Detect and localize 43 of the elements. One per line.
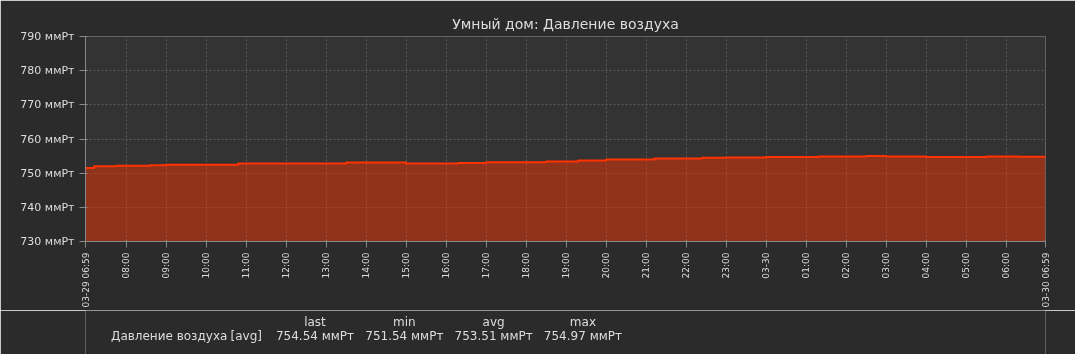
chart-title: Умный дом: Давление воздуха	[452, 15, 679, 32]
x-tick-label: 19:00	[561, 252, 572, 279]
x-tick-label: 17:00	[481, 252, 492, 279]
x-tick-label: 03:00	[881, 252, 892, 279]
text: [avg]	[230, 328, 262, 343]
y-tick-label: 760 ммРт	[20, 132, 76, 146]
x-tick-label: 12:00	[281, 252, 292, 279]
x-tick-label: 09:00	[161, 252, 172, 279]
x-tick-label: 11:00	[241, 252, 252, 279]
text: 751.54 ммРт	[365, 328, 444, 343]
text: 754.97 ммРт	[543, 328, 622, 343]
x-tick-label: 03-30	[761, 252, 772, 279]
x-tick-label: 05:00	[961, 252, 972, 279]
x-tick-label: 03-29 06:59	[80, 252, 91, 308]
x-tick-label: 03-30 06:59	[1040, 252, 1051, 308]
text: 754.54 ммРт	[275, 328, 355, 343]
x-tick-label: 20:00	[601, 252, 612, 279]
text: 753.51 ммРт	[454, 328, 533, 343]
x-tick-label: 13:00	[321, 252, 332, 279]
y-tick-label: 770 ммРт	[20, 98, 76, 112]
text: avg	[482, 314, 505, 329]
text: max	[569, 314, 596, 329]
x-tick-label: 06:00	[1001, 252, 1012, 279]
x-tick-label: 21:00	[641, 252, 652, 279]
x-tick-label: 02:00	[841, 252, 852, 279]
y-tick-label: 730 ммРт	[20, 235, 76, 248]
x-tick-label: 18:00	[521, 252, 532, 279]
x-tick-label: 22:00	[681, 252, 692, 279]
x-tick-label: 15:00	[401, 252, 412, 279]
x-tick-label: 16:00	[441, 252, 452, 279]
y-tick-label: 740 ммРт	[20, 200, 76, 214]
x-tick-label: 01:00	[801, 252, 812, 279]
y-tick-label: 750 ммРт	[20, 166, 76, 180]
x-tick-label: 04:00	[921, 252, 932, 279]
x-tick-label: 23:00	[721, 252, 732, 279]
text: min	[392, 314, 416, 329]
x-tick-label: 10:00	[201, 252, 212, 279]
text: last	[304, 314, 327, 329]
y-tick-label: 790 ммРт	[20, 30, 76, 43]
x-tick-label: 08:00	[121, 252, 132, 279]
y-tick-label: 780 ммРт	[20, 64, 76, 78]
text: Давление воздуха	[111, 329, 228, 343]
x-tick-label: 14:00	[361, 252, 372, 279]
